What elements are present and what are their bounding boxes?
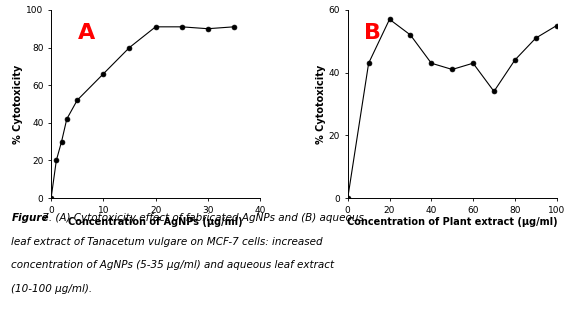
Text: (10-100 μg/ml).: (10-100 μg/ml). [11,284,93,294]
Text: B: B [365,23,382,43]
Text: 7. (A) Cytotoxicity effect of fabricated AgNPs and (B) aqueous: 7. (A) Cytotoxicity effect of fabricated… [39,213,364,223]
Y-axis label: % Cytotoxicity: % Cytotoxicity [316,64,326,144]
Text: A: A [78,23,95,43]
X-axis label: Concentration of Plant extract (μg/ml): Concentration of Plant extract (μg/ml) [347,217,558,227]
Text: concentration of AgNPs (5-35 μg/ml) and aqueous leaf extract: concentration of AgNPs (5-35 μg/ml) and … [11,260,335,270]
Text: Figure: Figure [11,213,49,223]
Text: leaf extract of Tanacetum vulgare on MCF-7 cells: increased: leaf extract of Tanacetum vulgare on MCF… [11,237,323,247]
Y-axis label: % Cytotoxicity: % Cytotoxicity [14,64,23,144]
X-axis label: Concentration of AgNPs (μg/ml): Concentration of AgNPs (μg/ml) [68,217,243,227]
